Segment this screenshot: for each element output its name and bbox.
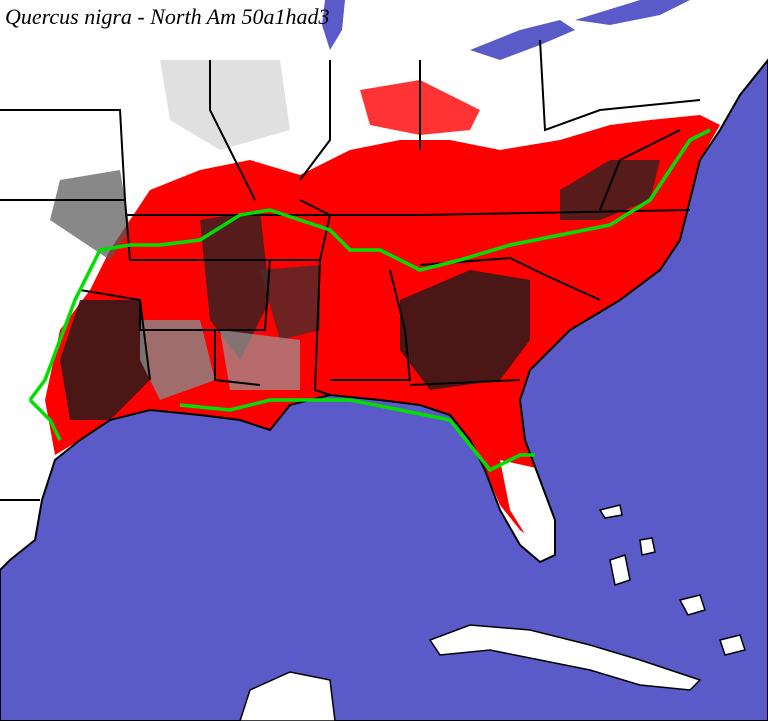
cuba xyxy=(428,624,702,691)
range-boundary xyxy=(28,128,711,473)
gray-zone xyxy=(220,330,300,390)
dark-zone xyxy=(50,170,130,260)
gray-zone xyxy=(160,60,290,150)
dark-zone xyxy=(400,270,530,390)
yucatan xyxy=(239,671,336,721)
dark-zone xyxy=(60,300,150,420)
gray-zone xyxy=(140,320,215,400)
lake-michigan xyxy=(322,0,345,50)
bahamas xyxy=(598,504,746,656)
map-title: Quercus nigra - North Am 50a1had3 xyxy=(5,4,330,29)
ocean xyxy=(0,58,768,721)
lake-ontario xyxy=(575,0,690,25)
dark-zone xyxy=(560,160,660,220)
lake-erie xyxy=(470,20,575,60)
dark-zone xyxy=(200,210,270,360)
dark-zone xyxy=(260,265,320,340)
state-borders xyxy=(0,39,701,501)
